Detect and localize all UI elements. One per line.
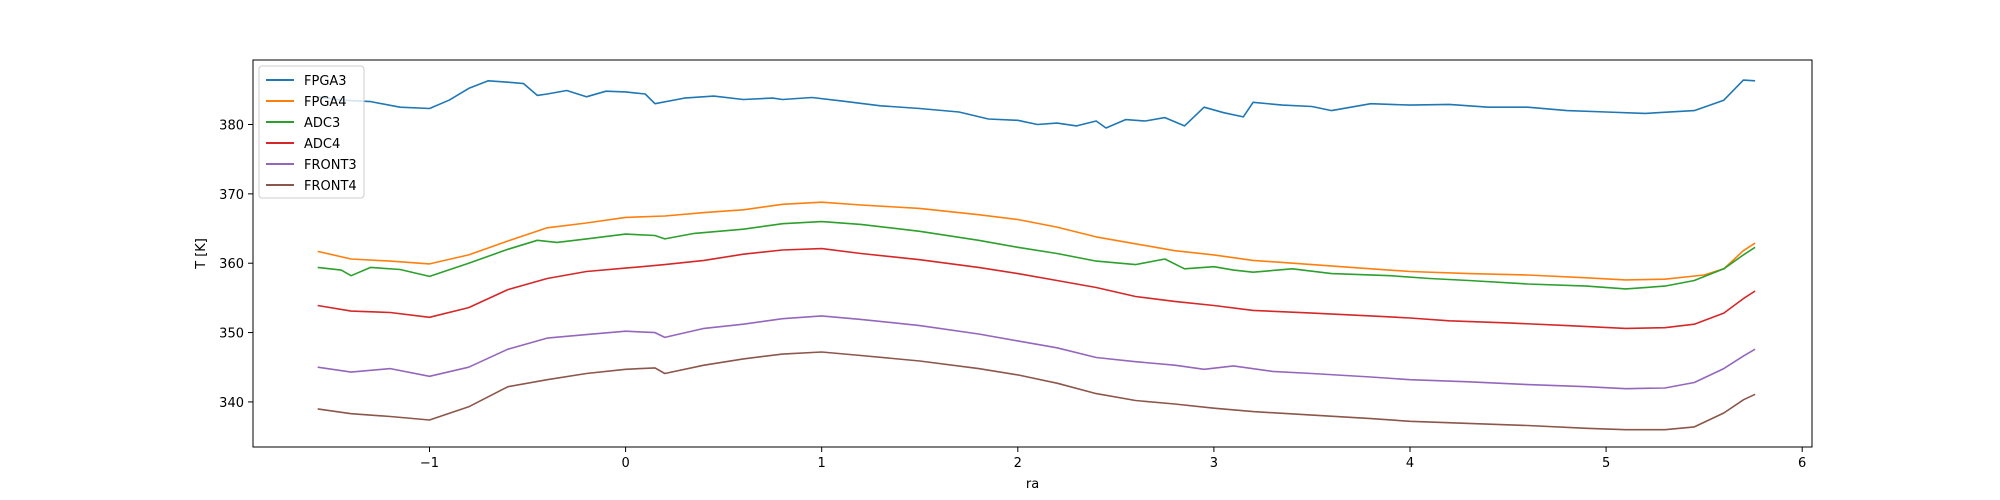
series-line-fpga3: [317, 79, 1756, 129]
x-tick-label: 3: [1210, 456, 1218, 471]
x-axis-label: ra: [1026, 477, 1039, 492]
legend: FPGA3 FPGA4 ADC3 ADC4 FRONT3 FRONT4: [258, 65, 365, 199]
legend-label-fpga4: FPGA4: [304, 95, 347, 110]
legend-label-adc4: ADC4: [304, 137, 340, 152]
x-tick-label: 6: [1798, 456, 1806, 471]
x-tick-label: 5: [1602, 456, 1610, 471]
y-tick-label: 370: [219, 188, 244, 203]
series-layer: [317, 79, 1756, 431]
x-tick-label: 4: [1406, 456, 1414, 471]
x-tick-label: 0: [621, 456, 629, 471]
plot-frame: [252, 59, 1813, 448]
legend-label-front3: FRONT3: [304, 158, 357, 173]
x-tick-label: −1: [420, 456, 439, 471]
y-tick-label: 360: [219, 257, 244, 272]
series-line-front4: [317, 351, 1756, 431]
series-line-adc3: [317, 220, 1756, 290]
x-tick-label: 1: [818, 456, 826, 471]
y-axis: 340 350 360 370 380: [219, 119, 253, 411]
legend-label-fpga3: FPGA3: [304, 74, 347, 89]
y-tick-label: 340: [219, 396, 244, 411]
x-axis: −1 0 1 2 3 4 5 6: [420, 447, 1806, 471]
legend-label-front4: FRONT4: [304, 179, 357, 194]
y-tick-label: 350: [219, 327, 244, 342]
y-tick-label: 380: [219, 119, 244, 134]
series-line-adc4: [317, 247, 1756, 330]
y-axis-label: T [K]: [194, 238, 209, 270]
legend-label-adc3: ADC3: [304, 116, 340, 131]
series-line-fpga4: [317, 201, 1756, 281]
x-tick-label: 2: [1014, 456, 1022, 471]
series-line-front3: [317, 315, 1756, 390]
